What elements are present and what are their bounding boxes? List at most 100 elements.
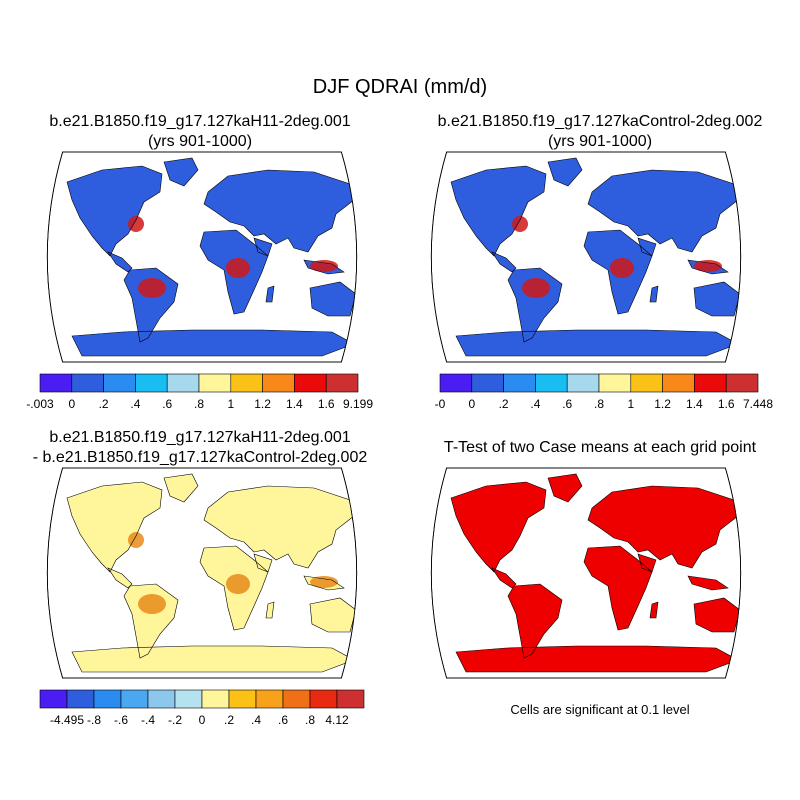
- panel-title-line1: b.e21.B1850.f19_g17.127kaH11-2deg.001: [49, 429, 351, 446]
- colorbar-label: .6: [278, 713, 288, 727]
- panel-title-line2: (yrs 901-1000): [147, 133, 253, 150]
- panel-title-line2: (yrs 901-1000): [547, 133, 653, 150]
- colorbar-label: .2: [99, 397, 109, 411]
- colorbar-label: .2: [499, 397, 509, 411]
- colorbar-box: [228, 689, 257, 709]
- map-border: [430, 151, 742, 363]
- colorbar-box: [93, 689, 122, 709]
- panel-title-bottom-left: b.e21.B1850.f19_g17.127kaH11-2deg.001 - …: [0, 428, 400, 468]
- colorbar-box: [662, 373, 695, 393]
- colorbar-box: [471, 373, 504, 393]
- high-value-region: [512, 216, 528, 232]
- map-border: [430, 467, 742, 679]
- high-value-region: [138, 594, 166, 614]
- colorbar-label: .4: [530, 397, 540, 411]
- colorbar-label: -.003: [26, 397, 54, 411]
- panel-title-line2: - b.e21.B1850.f19_g17.127kaControl-2deg.…: [32, 449, 368, 466]
- colorbar-label: .4: [130, 397, 140, 411]
- high-value-region: [610, 258, 634, 278]
- colorbar-label: 1.2: [254, 397, 271, 411]
- colorbar-label: .6: [162, 397, 172, 411]
- colorbar-box: [336, 689, 365, 709]
- panel-title-line1: T-Test of two Case means at each grid po…: [443, 439, 757, 456]
- colorbar-label: 1.4: [286, 397, 303, 411]
- colorbar-label: -.4: [141, 713, 155, 727]
- colorbar-box: [147, 689, 176, 709]
- colorbar-label: .8: [305, 713, 315, 727]
- colorbar-box: [309, 689, 338, 709]
- colorbar-label: .6: [562, 397, 572, 411]
- significance-note: Cells are significant at 0.1 level: [510, 702, 690, 717]
- colorbar-box: [262, 373, 295, 393]
- colorbar-label: 1: [627, 397, 634, 411]
- colorbar-label: 1: [227, 397, 234, 411]
- colorbar-label: 1.6: [318, 397, 335, 411]
- colorbar-box: [282, 689, 311, 709]
- map-border: [46, 151, 358, 363]
- colorbar-box: [39, 689, 68, 709]
- colorbar-label: .8: [194, 397, 204, 411]
- panel-title-line1: b.e21.B1850.f19_g17.127kaControl-2deg.00…: [437, 113, 763, 130]
- colorbar-label: 9.199: [343, 397, 373, 411]
- high-value-region: [128, 216, 144, 232]
- colorbar-box: [503, 373, 536, 393]
- figure-title: DJF QDRAI (mm/d): [312, 76, 488, 98]
- colorbar-label: -.8: [87, 713, 101, 727]
- colorbar-box: [439, 373, 473, 393]
- high-value-region: [310, 260, 338, 272]
- colorbar-box: [201, 689, 230, 709]
- map-panel-bottom-right: [430, 467, 742, 679]
- panel-title-top-right: b.e21.B1850.f19_g17.127kaControl-2deg.00…: [400, 112, 800, 152]
- colorbar-box: [566, 373, 600, 393]
- colorbar-box: [294, 373, 327, 393]
- colorbar-box: [71, 373, 104, 393]
- colorbar-box: [174, 689, 203, 709]
- colorbar-label: 4.12: [325, 713, 349, 727]
- colorbar-box: [135, 373, 168, 393]
- colorbar-label: 1.2: [654, 397, 671, 411]
- colorbar-label: -0: [435, 397, 446, 411]
- colorbar-top-left: -.003 0 .2 .4 .6 .8 1 1.2 1.4 1.6 9.199: [26, 373, 373, 411]
- colorbar-box: [39, 373, 73, 393]
- map-border: [46, 467, 358, 679]
- colorbar-label: -4.495: [50, 713, 84, 727]
- colorbar-label: .4: [251, 713, 261, 727]
- colorbar-box: [325, 373, 359, 393]
- colorbar-box: [598, 373, 632, 393]
- high-value-region: [226, 574, 250, 594]
- colorbar-box: [230, 373, 263, 393]
- panel-title-top-left: b.e21.B1850.f19_g17.127kaH11-2deg.001 (y…: [0, 112, 400, 152]
- colorbar-label: 7.448: [743, 397, 773, 411]
- colorbar-box: [255, 689, 284, 709]
- high-value-region: [226, 258, 250, 278]
- colorbar-box: [66, 689, 95, 709]
- map-panel-top-right: [430, 151, 742, 363]
- panel-title-bottom-right: T-Test of two Case means at each grid po…: [400, 438, 800, 458]
- colorbar-box: [535, 373, 568, 393]
- colorbar-box: [198, 373, 232, 393]
- colorbar-label: 1.6: [718, 397, 735, 411]
- map-panel-bottom-left: [46, 467, 358, 679]
- high-value-region: [522, 278, 550, 298]
- colorbar-box: [694, 373, 727, 393]
- colorbar-label: -.6: [114, 713, 128, 727]
- colorbar-bottom-left: -4.495 -.8 -.6 -.4 -.2 0 .2 .4 .6 .8 4.12: [39, 689, 365, 727]
- colorbar-label: -.2: [168, 713, 182, 727]
- colorbar-box: [630, 373, 663, 393]
- map-panel-top-left: [46, 151, 358, 363]
- high-value-region: [694, 260, 722, 272]
- high-value-region: [138, 278, 166, 298]
- colorbar-label: 0: [68, 397, 75, 411]
- colorbar-box: [166, 373, 200, 393]
- high-value-region: [310, 576, 338, 588]
- colorbar-top-right: -0 0 .2 .4 .6 .8 1 1.2 1.4 1.6 7.448: [435, 373, 773, 411]
- colorbar-label: 0: [199, 713, 206, 727]
- colorbar-label: .8: [594, 397, 604, 411]
- high-value-region: [128, 532, 144, 548]
- colorbar-label: .2: [224, 713, 234, 727]
- colorbar-label: 1.4: [686, 397, 703, 411]
- colorbar-box: [120, 689, 149, 709]
- colorbar-label: 0: [468, 397, 475, 411]
- panel-title-line1: b.e21.B1850.f19_g17.127kaH11-2deg.001: [49, 113, 351, 130]
